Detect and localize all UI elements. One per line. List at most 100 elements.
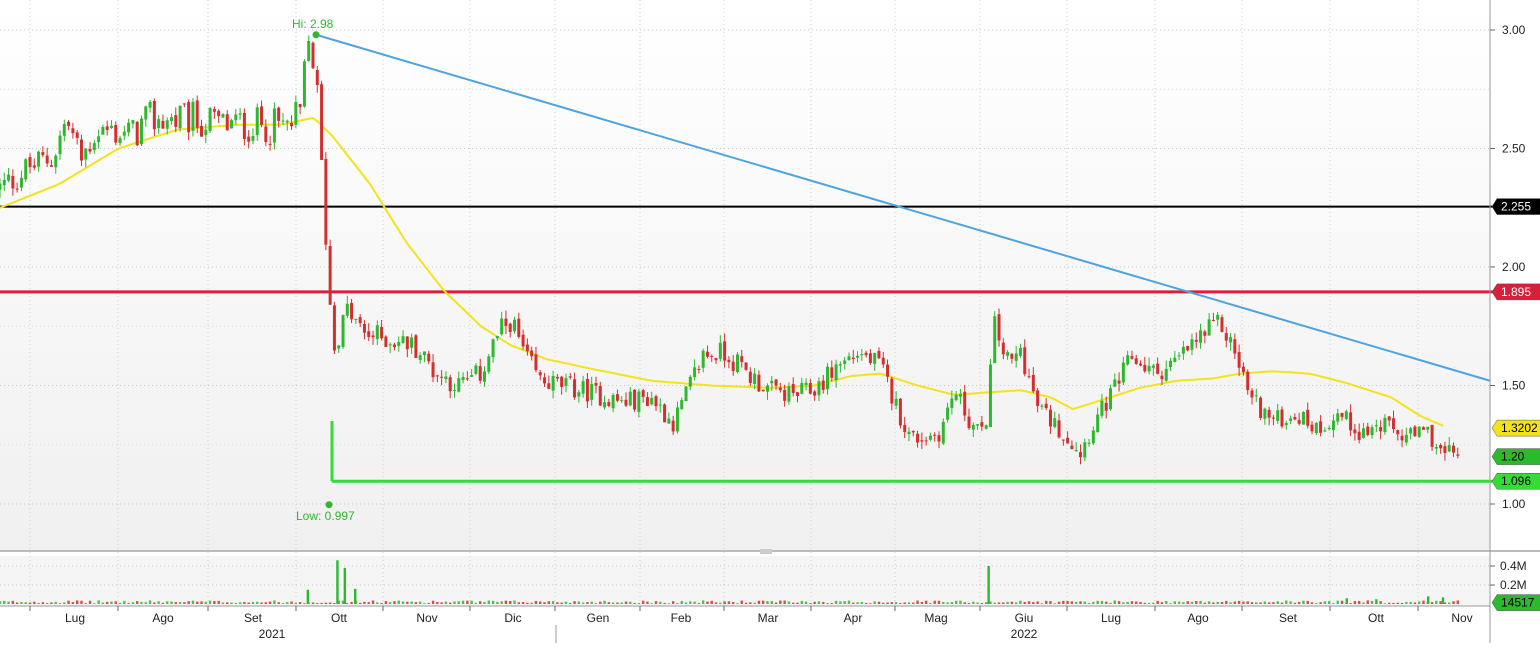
candle-down <box>705 351 709 357</box>
volume-bar <box>1074 601 1078 604</box>
candle-up <box>1040 405 1044 407</box>
candle-down <box>864 352 868 356</box>
volume-bar <box>1263 601 1267 604</box>
candle-down <box>671 420 675 432</box>
candle-down <box>933 434 937 436</box>
candle-up <box>144 106 148 120</box>
volume-bar <box>719 602 722 604</box>
volume-bar <box>513 600 516 604</box>
volume-bar <box>123 600 126 604</box>
candle-down <box>79 139 83 161</box>
volume-bar <box>903 602 906 604</box>
high-label: Hi: 2.98 <box>292 17 334 31</box>
candle-down <box>135 121 139 146</box>
volume-bar <box>1182 602 1185 604</box>
volume-bar <box>607 602 611 604</box>
volume-bar <box>1233 601 1237 604</box>
candle-up <box>1126 355 1130 365</box>
volume-bar <box>144 602 147 604</box>
candle-up <box>590 383 594 400</box>
candle-up <box>19 177 23 188</box>
price-tick-label: 2.00 <box>1502 260 1526 274</box>
volume-bar <box>1057 601 1061 604</box>
candle-up <box>470 375 474 377</box>
low-marker <box>325 501 333 509</box>
candle-down <box>1456 454 1460 456</box>
candle-up <box>251 136 255 141</box>
candle-down <box>645 397 649 406</box>
volume-bar <box>1126 601 1129 604</box>
volume-bar <box>581 602 585 604</box>
last-price-tag <box>1491 448 1540 465</box>
volume-bar <box>1139 602 1142 604</box>
grid <box>0 0 1490 606</box>
candle-up <box>680 399 684 410</box>
volume-bar <box>187 601 190 604</box>
volume-bar <box>1044 600 1048 604</box>
candle-up <box>397 342 401 346</box>
volume-bar <box>997 602 1001 604</box>
candle-up <box>165 120 169 129</box>
candle-up <box>637 391 641 412</box>
volume-bar <box>1195 601 1198 604</box>
volume-bar <box>539 601 542 604</box>
candle-up <box>718 342 722 359</box>
candle-down <box>1250 390 1254 398</box>
candle-up <box>208 107 212 132</box>
candle-down <box>478 366 482 381</box>
volume-bar <box>993 602 996 604</box>
volume-bar <box>1186 601 1189 604</box>
candle-down <box>560 376 564 387</box>
volume-bar <box>586 602 589 604</box>
candle-up <box>941 421 945 444</box>
candle-up <box>958 393 962 397</box>
candle-up <box>58 135 62 155</box>
price-tick-label: 1.00 <box>1502 497 1526 511</box>
volume-bar <box>423 603 426 604</box>
volume-bar <box>684 602 688 604</box>
volume-bar <box>543 602 546 604</box>
volume-bar <box>796 602 799 604</box>
candle-down <box>49 165 53 167</box>
candle-up <box>971 424 975 430</box>
volume-bar <box>534 601 538 604</box>
volume-bar <box>410 601 413 604</box>
volume-bar <box>7 601 10 604</box>
volume-bar <box>641 600 645 604</box>
candle-up <box>1190 339 1194 350</box>
volume-bar <box>1250 602 1254 604</box>
candle-down <box>45 155 49 164</box>
candle-up <box>341 315 345 347</box>
candle-down <box>534 354 538 371</box>
volume-bar <box>1177 601 1181 604</box>
volume-bar <box>54 601 57 604</box>
volume-bar <box>166 601 169 604</box>
volume-bar <box>894 602 898 604</box>
volume-bar <box>650 603 653 604</box>
candle-down <box>654 396 658 407</box>
volume-bar <box>1336 600 1339 604</box>
candle-down <box>88 148 92 152</box>
volume-bar <box>869 603 872 604</box>
candle-down <box>405 336 409 350</box>
volume-bar <box>1327 601 1331 604</box>
panel-resize-handle[interactable] <box>760 549 772 554</box>
last-price-tag-label: 1.20 <box>1501 450 1525 464</box>
candle-up <box>838 364 842 366</box>
volume-bar <box>624 601 628 604</box>
volume-spike-bar <box>1441 597 1445 604</box>
volume-bar <box>406 601 409 604</box>
candle-down <box>1044 403 1048 409</box>
volume-bar <box>230 602 233 604</box>
volume-bar <box>1212 602 1215 604</box>
candle-up <box>238 113 242 115</box>
candle-down <box>277 107 281 121</box>
volume-bar <box>1323 601 1327 604</box>
volume-bar <box>1117 601 1121 604</box>
volume-bar <box>174 602 177 604</box>
volume-bar <box>813 601 816 604</box>
candle-down <box>615 394 619 401</box>
candle-up <box>354 318 358 320</box>
volume-bar <box>363 601 366 604</box>
candle-down <box>1057 420 1061 438</box>
